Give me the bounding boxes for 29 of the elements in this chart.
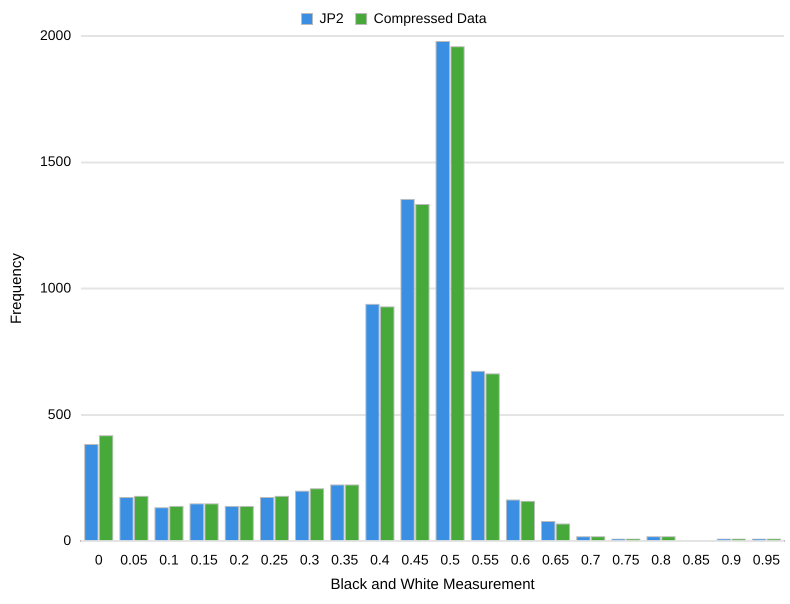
x-tick-label: 0.85 xyxy=(682,551,710,568)
y-tick-label: 500 xyxy=(48,406,72,422)
y-tick-label: 2000 xyxy=(40,26,72,43)
x-tick-label: 0.25 xyxy=(260,551,288,568)
x-tick-label: 0.35 xyxy=(331,551,359,568)
x-tick-label: 0.75 xyxy=(612,551,640,568)
y-tick-label: 0 xyxy=(63,532,72,548)
x-tick-label: 0.65 xyxy=(542,551,570,568)
x-tick-label: 0.3 xyxy=(300,551,320,568)
y-axis-title: Frequency xyxy=(8,252,26,324)
x-tick-label: 0.5 xyxy=(440,551,460,568)
x-tick-label: 0.05 xyxy=(120,551,148,568)
x-tick-label: 0.7 xyxy=(580,551,601,568)
x-tick-label: 0.2 xyxy=(230,551,250,568)
x-tick-label: 0.15 xyxy=(190,551,218,568)
y-tick-label: 1000 xyxy=(40,279,72,296)
x-tick-label: 0.6 xyxy=(510,551,530,568)
legend-label: JP2 xyxy=(320,10,344,26)
y-tick-label: 1500 xyxy=(40,153,72,170)
legend-label: Compressed Data xyxy=(374,10,487,26)
x-axis-title: Black and White Measurement xyxy=(330,576,536,594)
x-tick-label: 0.8 xyxy=(651,551,671,568)
x-tick-label: 0.9 xyxy=(722,551,742,568)
x-tick-label: 0.1 xyxy=(159,551,179,568)
x-tick-label: 0 xyxy=(94,551,103,568)
x-tick-label: 0.95 xyxy=(752,551,780,568)
x-tick-label: 0.4 xyxy=(370,551,390,568)
x-tick-label: 0.45 xyxy=(401,551,429,568)
x-tick-label: 0.55 xyxy=(472,551,500,568)
